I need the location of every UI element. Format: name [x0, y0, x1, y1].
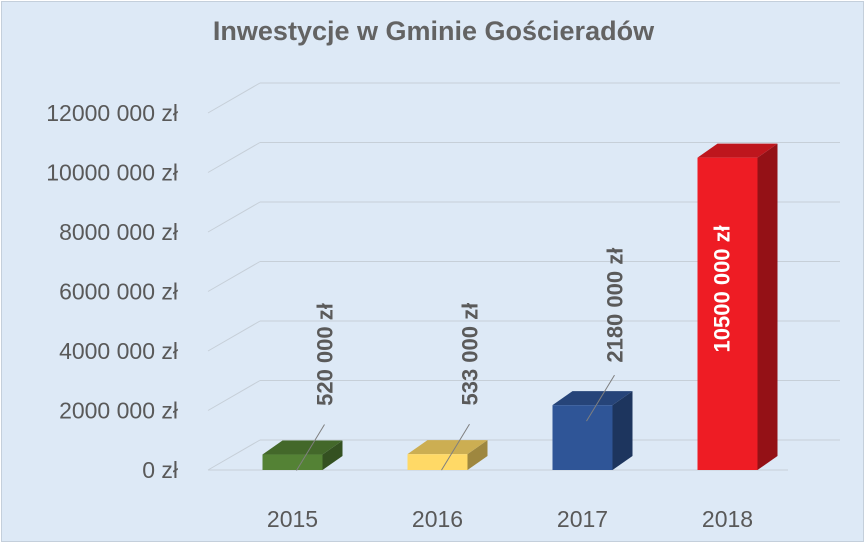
bar-top [552, 391, 633, 406]
gridline-diag [207, 201, 261, 233]
bar-side [467, 440, 488, 470]
bar-top [262, 440, 343, 455]
x-tick-label: 2015 [267, 506, 318, 532]
bar-top [697, 143, 778, 158]
bar [407, 454, 468, 470]
x-tick-label: 2018 [702, 506, 753, 532]
bar-side [757, 143, 778, 470]
leader-line [586, 374, 615, 422]
data-label: 10500 000 zł [710, 225, 735, 352]
gridline-diag [207, 261, 261, 292]
gridline-diag [207, 380, 261, 411]
gridline-diag [207, 439, 261, 471]
leader-line [441, 423, 470, 471]
data-label: 2180 000 zł [603, 248, 628, 363]
y-tick-label: 6000 000 zł [59, 279, 178, 305]
bar [552, 405, 613, 470]
bar [697, 157, 758, 470]
bar-top [407, 440, 488, 455]
y-tick-label: 12000 000 zł [46, 100, 178, 126]
y-tick-label: 2000 000 zł [59, 398, 178, 424]
y-tick-label: 0 zł [142, 457, 178, 483]
gridline-diag [207, 82, 261, 114]
y-tick-label: 8000 000 zł [59, 219, 178, 245]
chart-title: Inwestycje w Gminie Gościeradów [212, 16, 655, 46]
data-label: 533 000 zł [458, 303, 483, 406]
gridline-diag [207, 142, 261, 173]
bar [262, 454, 323, 470]
y-tick-label: 10000 000 zł [46, 160, 178, 186]
gridline-diag [207, 320, 261, 352]
bar-side [322, 440, 343, 470]
leader-line [296, 424, 325, 471]
y-tick-label: 4000 000 zł [59, 338, 178, 364]
x-tick-label: 2016 [412, 506, 463, 532]
x-tick-label: 2017 [557, 506, 608, 532]
data-label: 520 000 zł [313, 303, 338, 406]
bar-side [612, 391, 633, 470]
